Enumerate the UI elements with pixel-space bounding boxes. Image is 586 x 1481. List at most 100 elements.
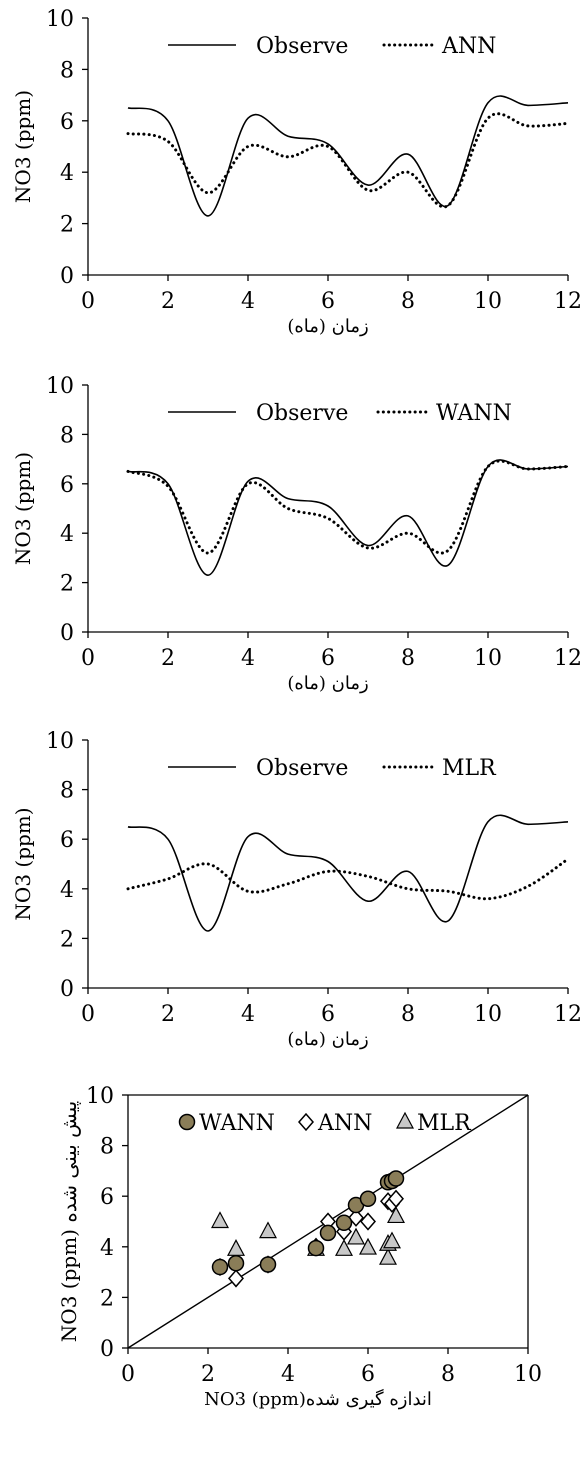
scatter-point-wann xyxy=(387,1170,405,1187)
scatter-point-mlr xyxy=(383,1231,401,1249)
legend-label-observe: Observe xyxy=(256,401,348,426)
legend-label-observe: Observe xyxy=(256,756,348,781)
scatter-point-wann xyxy=(335,1214,353,1232)
scatter-point-mlr xyxy=(387,1206,405,1224)
series-line-observe xyxy=(127,459,569,577)
series-line-observe xyxy=(127,814,569,932)
y-tick-label: 2 xyxy=(100,1286,114,1311)
y-axis-label: NO3 (ppm) پیش بینی شده xyxy=(57,1101,81,1342)
y-tick-label: 4 xyxy=(60,878,74,903)
y-tick-label: 6 xyxy=(100,1185,114,1210)
legend-label-mlr: MLR xyxy=(417,1111,472,1136)
x-tick-label: 6 xyxy=(321,1002,335,1027)
scatter-point-mlr xyxy=(335,1239,353,1256)
y-tick-label: 2 xyxy=(60,927,74,952)
legend-label-mlr: MLR xyxy=(442,756,497,781)
chart-3: 0 2 4 6 8 10 0 2 4 6 8 10 12 زمان (ماه) NO3 (ppm) Obser… xyxy=(11,729,582,1050)
y-tick-label: 10 xyxy=(46,7,74,32)
y-tick-label: 2 xyxy=(60,572,74,597)
series-line-observe xyxy=(127,95,569,217)
scatter-point-wann xyxy=(319,1224,337,1242)
x-tick-label: 12 xyxy=(554,1002,582,1027)
x-tick-label: 8 xyxy=(401,1002,415,1027)
series-line-mlr xyxy=(126,857,570,901)
x-tick-label: 10 xyxy=(514,1362,542,1387)
scatter-point-wann xyxy=(307,1239,325,1257)
legend-marker-wann xyxy=(178,1113,196,1131)
legend-label-wann: WANN xyxy=(199,1111,275,1136)
x-tick-label: 4 xyxy=(281,1362,295,1387)
x-axis-label: زمان (ماه) xyxy=(287,673,368,694)
x-tick-label: 0 xyxy=(81,646,95,671)
scatter-point-mlr xyxy=(227,1239,245,1256)
y-tick-label: 0 xyxy=(60,264,74,289)
y-tick-label: 10 xyxy=(46,374,74,399)
legend-label-ann: ANN xyxy=(441,34,496,59)
x-tick-label: 10 xyxy=(474,289,502,314)
series-line-wann xyxy=(126,459,570,555)
x-tick-label: 12 xyxy=(554,289,582,314)
chart-1: 0 2 4 6 8 10 0 2 4 6 8 10 12 زمان (ماه) NO3 (ppm) Obser… xyxy=(11,7,582,337)
scatter-point-mlr xyxy=(379,1247,397,1265)
x-tick-label: 0 xyxy=(81,1002,95,1027)
x-tick-label: 10 xyxy=(474,646,502,671)
x-axis-label: زمان (ماه) xyxy=(287,1029,368,1050)
y-tick-label: 6 xyxy=(60,110,74,135)
y-tick-label: 8 xyxy=(60,779,74,804)
y-axis-label: NO3 (ppm) xyxy=(11,807,35,920)
scatter-point-wann xyxy=(359,1190,377,1207)
y-tick-label: 0 xyxy=(60,621,74,646)
x-tick-label: 4 xyxy=(241,1002,255,1027)
x-tick-label: 8 xyxy=(441,1362,455,1387)
x-tick-label: 12 xyxy=(554,646,582,671)
x-tick-label: 2 xyxy=(201,1362,215,1387)
scatter-point-mlr xyxy=(211,1211,229,1229)
x-tick-label: 6 xyxy=(321,646,335,671)
x-tick-label: 0 xyxy=(81,289,95,314)
y-tick-label: 4 xyxy=(60,161,74,186)
series-line-ann xyxy=(126,112,570,209)
y-tick-label: 8 xyxy=(100,1135,114,1160)
y-axis-label: NO3 (ppm) xyxy=(11,452,35,565)
y-tick-label: 0 xyxy=(60,977,74,1002)
legend-label-observe: Observe xyxy=(256,34,348,59)
y-tick-label: 4 xyxy=(100,1236,114,1261)
chart-2: 0 2 4 6 8 10 0 2 4 6 8 10 12 زمان (ماه) NO3 (ppm) Obser… xyxy=(11,374,582,694)
y-tick-label: 6 xyxy=(60,473,74,498)
y-tick-label: 10 xyxy=(46,729,74,754)
scatter-point-wann xyxy=(211,1258,229,1276)
x-tick-label: 8 xyxy=(401,646,415,671)
scatter-point-wann xyxy=(227,1254,245,1272)
x-tick-label: 6 xyxy=(361,1362,375,1387)
y-tick-label: 4 xyxy=(60,522,74,547)
scatter-point-wann xyxy=(259,1256,277,1273)
y-tick-label: 8 xyxy=(60,58,74,83)
legend-label-wann: WANN xyxy=(436,401,512,426)
x-axis-label: NO3 (ppm)اندازه گیری شده xyxy=(204,1388,432,1410)
x-tick-label: 6 xyxy=(321,289,335,314)
scatter-point-ann xyxy=(388,1189,404,1208)
x-tick-label: 2 xyxy=(161,1002,175,1027)
y-tick-label: 0 xyxy=(100,1337,114,1362)
legend-marker-ann xyxy=(298,1112,314,1132)
x-tick-label: 8 xyxy=(401,289,415,314)
y-axis-label: NO3 (ppm) xyxy=(11,90,35,203)
x-axis-label: زمان (ماه) xyxy=(287,316,368,337)
x-tick-label: 10 xyxy=(474,1002,502,1027)
scatter-point-ann xyxy=(348,1208,364,1227)
x-tick-label: 4 xyxy=(241,646,255,671)
chart-4: 0 2 4 6 8 10 0 2 4 6 8 10 NO3 (ppm)اندازه گیری شده NO… xyxy=(57,1084,542,1410)
scatter-point-mlr xyxy=(259,1221,277,1239)
y-tick-label: 2 xyxy=(60,213,74,238)
legend-label-ann: ANN xyxy=(317,1111,372,1136)
scatter-point-ann xyxy=(360,1212,376,1231)
y-tick-label: 8 xyxy=(60,423,74,448)
x-tick-label: 0 xyxy=(121,1362,135,1387)
x-tick-label: 2 xyxy=(161,646,175,671)
legend-marker-mlr xyxy=(396,1111,414,1129)
scatter-point-ann xyxy=(228,1269,244,1288)
scatter-point-mlr xyxy=(359,1237,377,1255)
y-tick-label: 6 xyxy=(60,828,74,853)
y-tick-label: 10 xyxy=(86,1084,114,1109)
